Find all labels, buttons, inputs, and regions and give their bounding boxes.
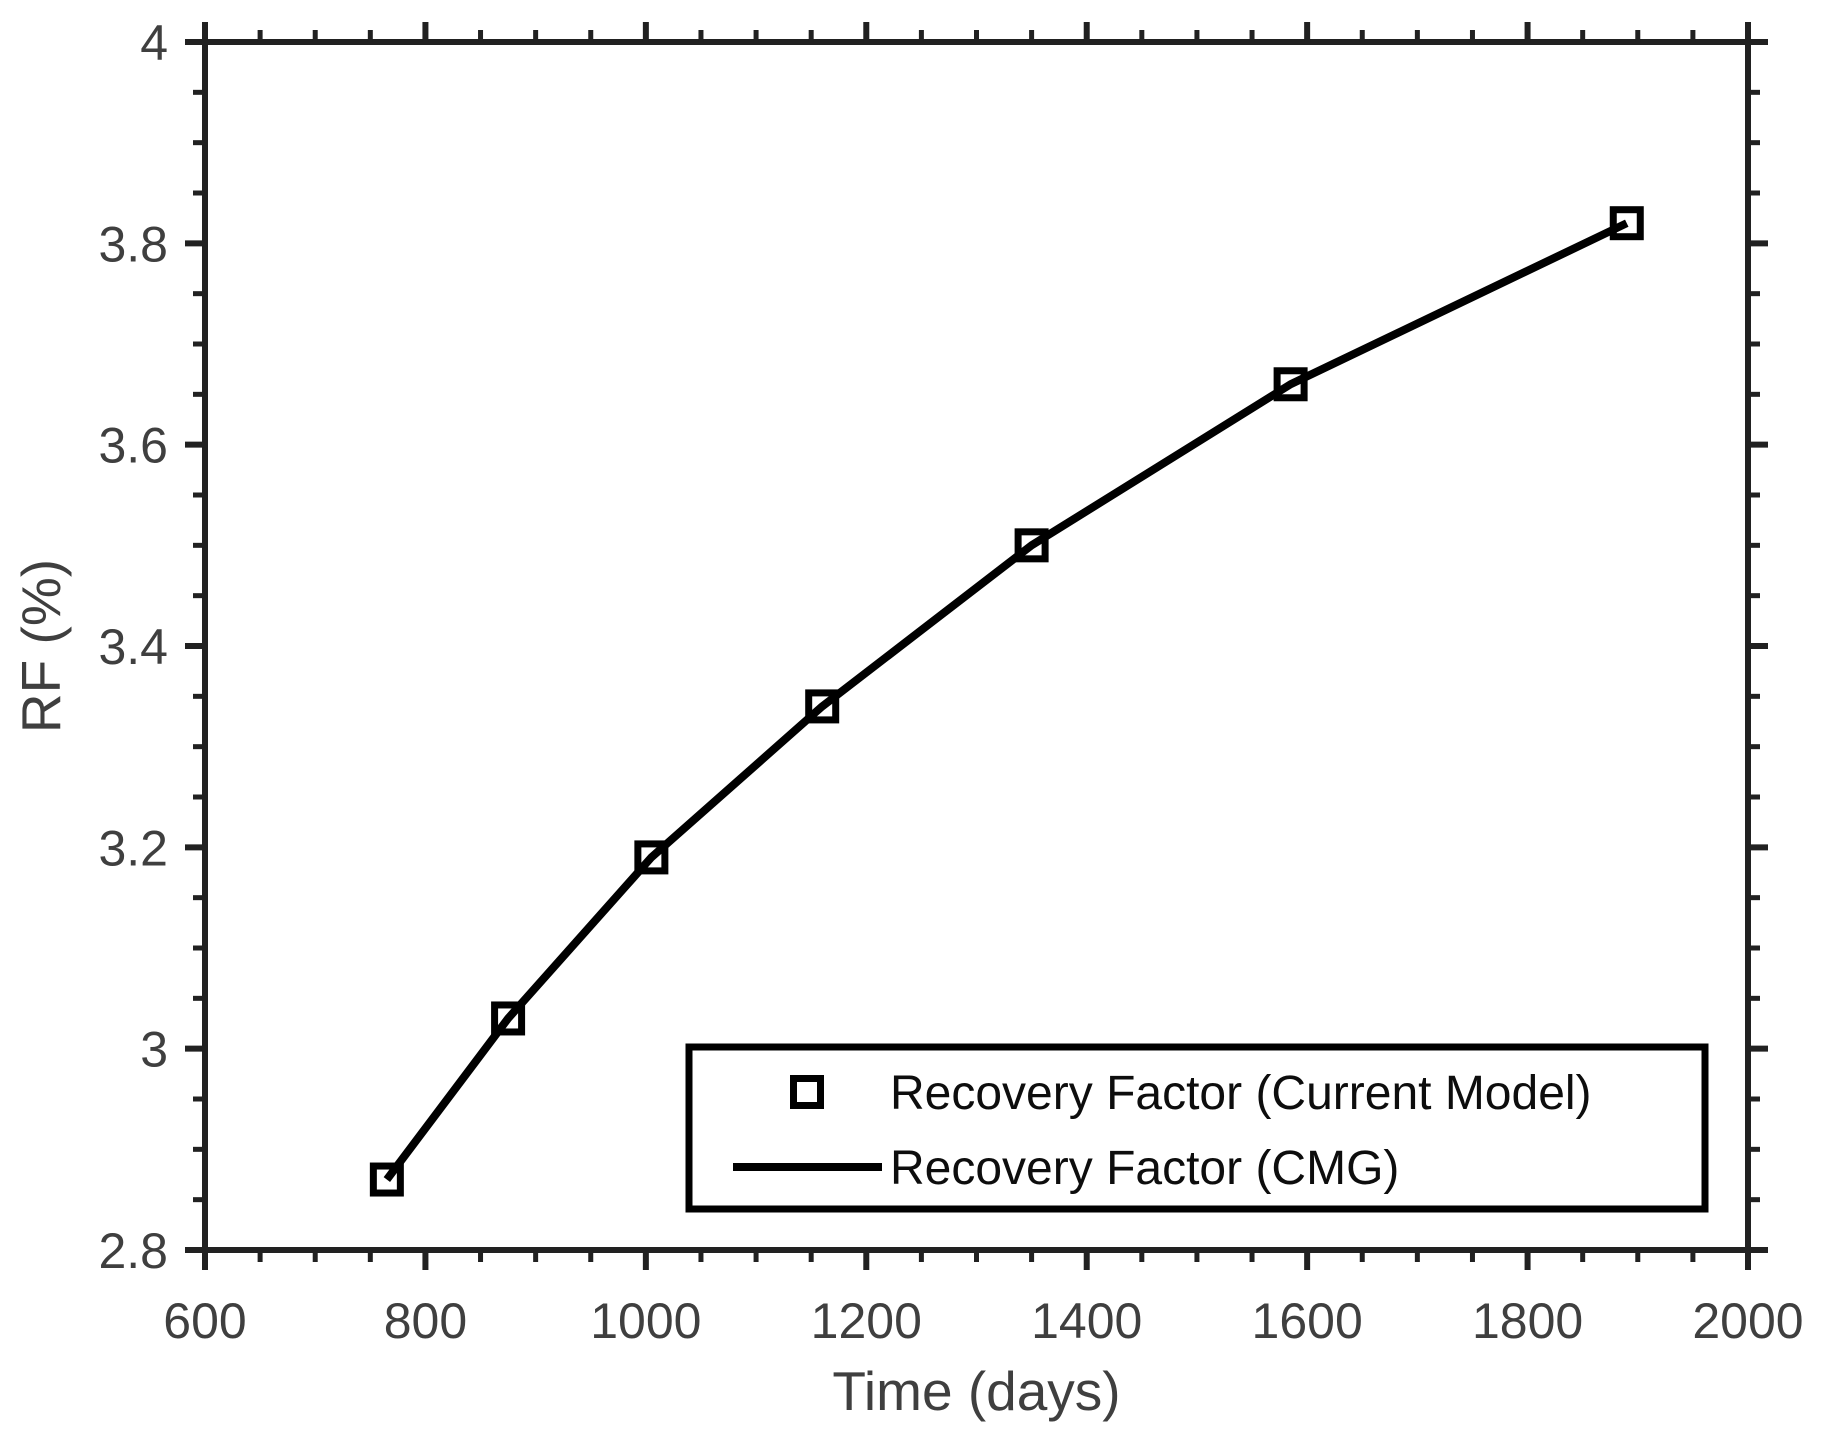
x-tick-label: 1400 — [1031, 1293, 1142, 1349]
series-line-cmg — [383, 219, 1629, 1182]
legend-open-square-marker-icon — [790, 1075, 824, 1109]
data-point-marker — [805, 689, 840, 724]
data-point-marker — [1014, 528, 1049, 563]
data-point-marker — [1273, 367, 1308, 402]
y-tick-label: 3 — [140, 1022, 168, 1078]
y-tick-label: 3.6 — [98, 418, 168, 474]
x-tick-label: 2000 — [1692, 1293, 1803, 1349]
x-axis-label: Time (days) — [832, 1360, 1120, 1422]
y-tick-label: 4 — [140, 15, 168, 71]
data-point-marker — [369, 1162, 404, 1197]
y-tick-label: 3.8 — [98, 216, 168, 272]
x-tick-label: 600 — [163, 1293, 246, 1349]
x-tick-label: 1000 — [590, 1293, 701, 1349]
y-tick-label: 2.8 — [98, 1223, 168, 1279]
y-tick-label: 3.2 — [98, 820, 168, 876]
data-point-marker — [634, 840, 669, 875]
legend-box — [685, 1043, 1709, 1213]
legend-entry-label: Recovery Factor (Current Model) — [890, 1067, 1592, 1120]
x-tick-label: 1600 — [1252, 1293, 1363, 1349]
x-tick-label: 1800 — [1472, 1293, 1583, 1349]
y-tick-label: 3.4 — [98, 619, 168, 675]
legend: Recovery Factor (Current Model) Recovery … — [685, 1043, 1709, 1213]
data-point-marker — [1609, 206, 1644, 241]
series-markers-current-model — [369, 206, 1644, 1197]
x-tick-label: 1200 — [811, 1293, 922, 1349]
data-point-marker — [491, 1001, 526, 1036]
legend-entry-label: Recovery Factor (CMG) — [890, 1142, 1399, 1195]
x-tick-label: 800 — [384, 1293, 467, 1349]
y-axis-label: RF (%) — [10, 559, 72, 733]
axis-ticks — [185, 22, 1768, 1270]
